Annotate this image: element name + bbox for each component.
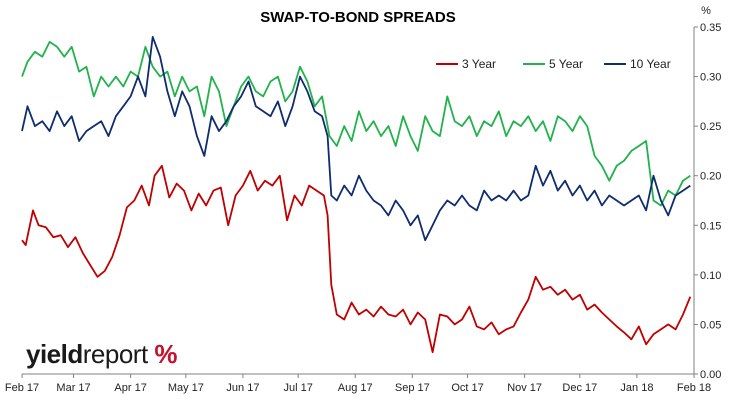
series-line-10-year [21,36,691,242]
y-tick-label: 0.15 [700,220,721,232]
logo-report-text: report [82,339,148,369]
y-tick-label: 0.25 [700,121,721,133]
y-tick-label: 0.20 [700,171,721,183]
y-tick-label: 0.35 [700,22,721,34]
x-tick-label: Aug 17 [338,382,373,394]
series-layer [21,36,692,354]
x-tick-label: May 17 [168,382,204,394]
legend-label: 10 Year [630,57,671,71]
logo-yield-text: yield [26,339,83,369]
x-tick-label: Oct 17 [451,382,483,394]
series-line-3-year [21,164,692,354]
x-tick-label: Feb 18 [677,382,711,394]
series-line-5-year [21,41,691,207]
x-tick-label: Jul 17 [283,382,312,394]
yieldreport-logo: yieldreport % [26,339,178,370]
chart-title: SWAP-TO-BOND SPREADS [260,9,456,26]
y-tick-label: 0.10 [700,270,721,282]
x-tick-label: Sep 17 [395,382,430,394]
legend: 3 Year 5 Year 10 Year [436,57,671,71]
legend-label: 3 Year [462,57,496,71]
x-tick-label: Jun 17 [226,382,259,394]
x-tick-label: Jan 18 [620,382,653,394]
x-tick-label: Nov 17 [507,382,542,394]
x-tick-label: Apr 17 [114,382,146,394]
x-tick-label: Dec 17 [562,382,597,394]
legend-label: 5 Year [549,57,583,71]
x-axis: Feb 17 Mar 17 Apr 17 May 17 Jun 17 Jul 17 Aug … [5,374,711,394]
plot-frame [22,27,695,375]
logo-percent-glyph: % [154,339,178,369]
y-tick-label: 0.05 [700,319,721,331]
y-tick-label: 0.00 [700,369,721,381]
x-tick-label: Feb 17 [5,382,39,394]
y-axis: 0.00 0.05 0.10 0.15 0.20 0.25 0.30 0.35 [694,22,721,381]
y-tick-label: 0.30 [700,72,721,84]
x-tick-label: Mar 17 [56,382,90,394]
y-axis-unit-label: % [701,5,711,17]
